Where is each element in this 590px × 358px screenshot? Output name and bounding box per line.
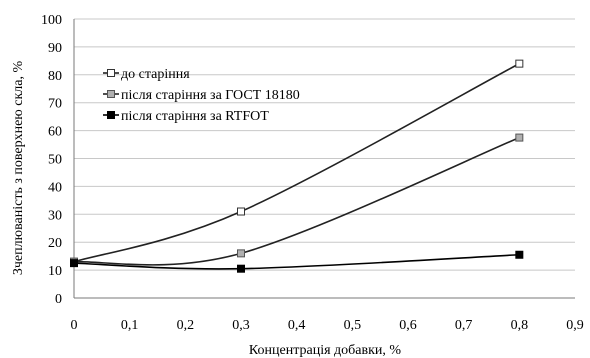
legend-marker <box>107 90 115 98</box>
x-axis-title: Концентрація добавки, % <box>249 343 402 358</box>
y-tick-label: 60 <box>48 125 62 140</box>
legend-label: після старіння за ГОСТ 18180 <box>121 88 300 103</box>
x-tick-label: 0,7 <box>455 318 473 333</box>
data-point <box>237 207 245 216</box>
y-tick-label: 70 <box>48 97 62 112</box>
x-tick-label: 0,1 <box>121 318 139 333</box>
y-tick-label: 80 <box>48 69 62 84</box>
series-lines <box>73 62 520 270</box>
x-tick-label: 0,4 <box>288 318 306 333</box>
axes <box>73 19 575 299</box>
x-tick-label: 0 <box>71 318 78 333</box>
y-tick-label: 20 <box>48 236 62 251</box>
y-tick-label: 100 <box>41 13 62 28</box>
data-point <box>70 259 78 268</box>
gridlines <box>74 18 575 271</box>
data-point <box>515 250 524 259</box>
y-tick-label: 10 <box>48 264 62 279</box>
x-tick-label: 0,5 <box>344 318 362 333</box>
y-tick-label: 50 <box>48 153 62 168</box>
legend-label: після старіння за RTFOT <box>121 109 269 124</box>
y-tick-label: 0 <box>55 292 62 307</box>
data-point <box>515 133 524 142</box>
x-tick-label: 0,9 <box>566 318 584 333</box>
y-axis-title: Зчеплюваність з поверхнею скла, % <box>11 61 26 276</box>
legend: до старіння після старіння за ГОСТ 18180 п… <box>103 67 300 124</box>
y-tick-labels: 0 10 20 30 40 50 60 70 80 90 100 <box>41 13 62 307</box>
x-tick-label: 0,3 <box>232 318 250 333</box>
series-line <box>73 253 520 270</box>
legend-marker <box>107 111 115 119</box>
legend-label: до старіння <box>121 67 190 82</box>
series-line <box>73 136 520 266</box>
series-line <box>73 62 520 263</box>
x-tick-label: 0,8 <box>511 318 529 333</box>
data-point <box>237 264 245 273</box>
x-tick-label: 0,6 <box>399 318 417 333</box>
y-tick-label: 30 <box>48 208 62 223</box>
x-tick-labels: 0 0,1 0,2 0,3 0,4 0,5 0,6 0,7 0,8 0,9 <box>71 318 584 333</box>
data-point <box>515 59 524 68</box>
x-tick-label: 0,2 <box>177 318 195 333</box>
y-tick-label: 90 <box>48 41 62 56</box>
series-points <box>70 59 524 273</box>
y-tick-label: 40 <box>48 180 62 195</box>
data-point <box>237 249 245 258</box>
legend-marker <box>107 69 115 77</box>
